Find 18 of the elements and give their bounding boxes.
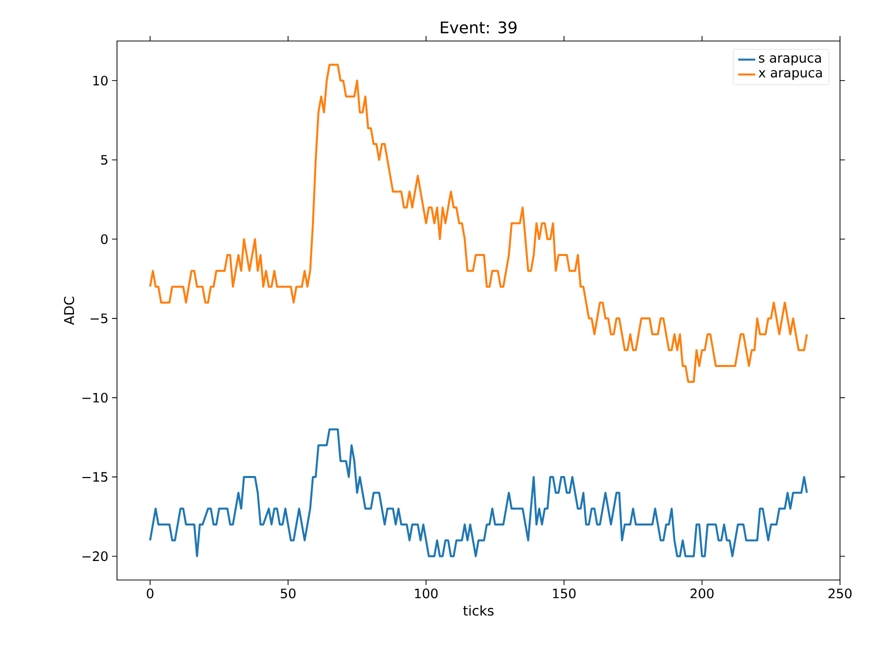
x-tick-label: 100 (415, 588, 438, 598)
x-tick-label: 250 (828, 588, 852, 598)
y-tick-label: −15 (82, 472, 108, 482)
chart-title: Event: 39 (440, 21, 517, 34)
legend-label: s arapuca (758, 55, 821, 66)
x-axis-title: ticks (463, 605, 494, 616)
x-tick-label: 0 (146, 588, 154, 598)
y-axis-title: ADC (64, 296, 74, 325)
x-tick-label: 50 (280, 588, 296, 598)
y-tick-label: 10 (93, 76, 108, 86)
y-tick-label: −20 (82, 551, 108, 562)
x-tick-label: 150 (553, 588, 576, 598)
x-tick-label: 200 (690, 588, 714, 598)
legend-label: x arapuca (758, 70, 822, 80)
y-tick-label: 5 (101, 155, 108, 165)
y-tick-label: 0 (101, 234, 108, 244)
y-tick-label: −10 (82, 392, 108, 403)
y-tick-label: −5 (90, 314, 108, 324)
